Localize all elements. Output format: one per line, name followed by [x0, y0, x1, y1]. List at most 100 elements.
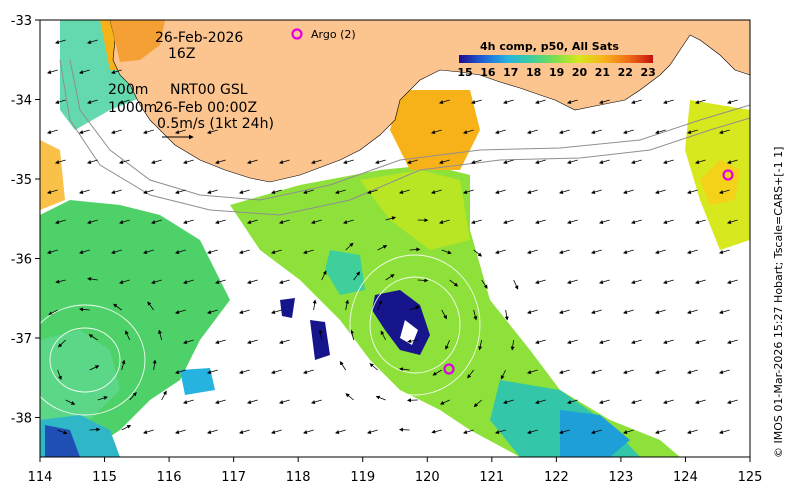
- current-arrow: [375, 395, 386, 401]
- current-arrow: [727, 219, 738, 224]
- current-arrow: [432, 369, 442, 376]
- current-arrow: [183, 219, 194, 224]
- current-arrow: [175, 249, 186, 254]
- current-arrow: [631, 219, 642, 224]
- current-arrow: [377, 300, 383, 311]
- current-arrow: [369, 363, 378, 371]
- current-arrow: [527, 189, 538, 194]
- colorbar-tick-label: 16: [480, 66, 496, 79]
- current-arrow: [303, 369, 314, 374]
- current-arrow: [247, 339, 258, 344]
- date-label: 26-Feb-2026: [155, 30, 243, 46]
- current-arrow: [445, 339, 451, 350]
- colorbar-tick-label: 22: [618, 66, 633, 79]
- current-arrow: [247, 399, 258, 404]
- x-tick-label: 117: [221, 470, 246, 485]
- current-arrow: [89, 427, 101, 432]
- current-arrow: [631, 399, 642, 404]
- current-arrow: [431, 129, 442, 134]
- current-arrow: [303, 189, 314, 194]
- hour-label: 16Z: [168, 46, 195, 62]
- current-arrow: [175, 369, 186, 374]
- current-arrow: [663, 99, 674, 104]
- current-arrow: [367, 429, 378, 434]
- plot-frame: [39, 19, 751, 458]
- current-arrow: [631, 339, 642, 344]
- current-arrow: [111, 189, 122, 194]
- current-arrow: [467, 369, 474, 379]
- current-arrow: [158, 329, 163, 341]
- current-arrow: [719, 189, 730, 194]
- current-arrow: [183, 159, 194, 164]
- current-arrow: [431, 429, 442, 434]
- current-arrow: [399, 189, 410, 194]
- current-arrow: [143, 189, 154, 194]
- current-arrow: [55, 159, 66, 164]
- current-arrow: [407, 339, 418, 344]
- current-arrow: [57, 339, 66, 348]
- current-arrow: [463, 429, 474, 434]
- current-arrow: [215, 399, 226, 404]
- current-arrow: [97, 396, 108, 401]
- current-arrow: [207, 309, 218, 314]
- current-arrow: [385, 274, 395, 281]
- current-arrow: [129, 392, 137, 401]
- current-arrow: [591, 249, 602, 254]
- current-arrow: [599, 159, 610, 164]
- current-arrow: [655, 249, 666, 254]
- current-arrow: [663, 339, 674, 344]
- colorbar-title: 4h comp, p50, All Sats: [480, 40, 619, 53]
- current-arrow: [527, 429, 538, 434]
- current-arrow: [271, 369, 282, 374]
- current-arrow: [623, 429, 634, 434]
- x-tick-label: 122: [544, 470, 569, 485]
- current-arrow: [687, 249, 698, 254]
- current-arrow: [385, 216, 396, 221]
- current-arrow: [567, 279, 578, 284]
- x-tick-label: 114: [28, 470, 53, 485]
- current-arrow: [663, 279, 674, 284]
- current-arrow: [631, 279, 642, 284]
- current-arrow: [599, 339, 610, 344]
- sst-patch-central: [230, 165, 680, 457]
- current-arrow: [409, 247, 421, 252]
- current-arrow: [175, 189, 186, 194]
- current-arrow: [687, 189, 698, 194]
- current-arrow: [623, 189, 634, 194]
- current-arrow: [503, 159, 514, 164]
- current-arrow: [311, 219, 322, 224]
- current-arrow: [119, 99, 130, 104]
- current-arrow: [47, 189, 58, 194]
- argo-legend-label: Argo (2): [311, 28, 356, 41]
- current-arrow: [727, 339, 738, 344]
- current-arrow: [559, 189, 570, 194]
- scale-label: 0.5m/s (1kt 24h): [157, 116, 274, 132]
- current-arrow: [663, 399, 674, 404]
- current-arrow: [239, 249, 250, 254]
- y-tick-label: -36: [11, 253, 32, 268]
- current-arrow: [471, 99, 482, 104]
- current-arrow: [343, 219, 354, 224]
- current-arrow: [207, 129, 218, 134]
- current-arrow: [567, 219, 578, 224]
- current-arrow: [559, 309, 570, 314]
- isobath-200m-label: 200m: [108, 82, 148, 98]
- colorbar-tick-label: 15: [457, 66, 472, 79]
- current-arrow: [271, 189, 282, 194]
- y-tick-label: -35: [11, 173, 32, 188]
- current-arrow: [47, 129, 58, 134]
- current-arrow: [151, 279, 162, 284]
- current-arrow: [449, 279, 459, 287]
- current-arrow: [239, 429, 250, 434]
- current-arrow: [303, 429, 314, 434]
- current-arrow: [303, 249, 314, 254]
- current-arrow: [527, 309, 538, 314]
- current-arrow: [567, 339, 578, 344]
- current-arrow: [591, 369, 602, 374]
- current-arrow: [183, 399, 194, 404]
- current-arrow: [113, 303, 122, 311]
- current-arrow: [431, 189, 442, 194]
- current-arrow: [89, 365, 100, 371]
- current-arrow: [441, 249, 452, 255]
- current-arrow: [655, 129, 666, 134]
